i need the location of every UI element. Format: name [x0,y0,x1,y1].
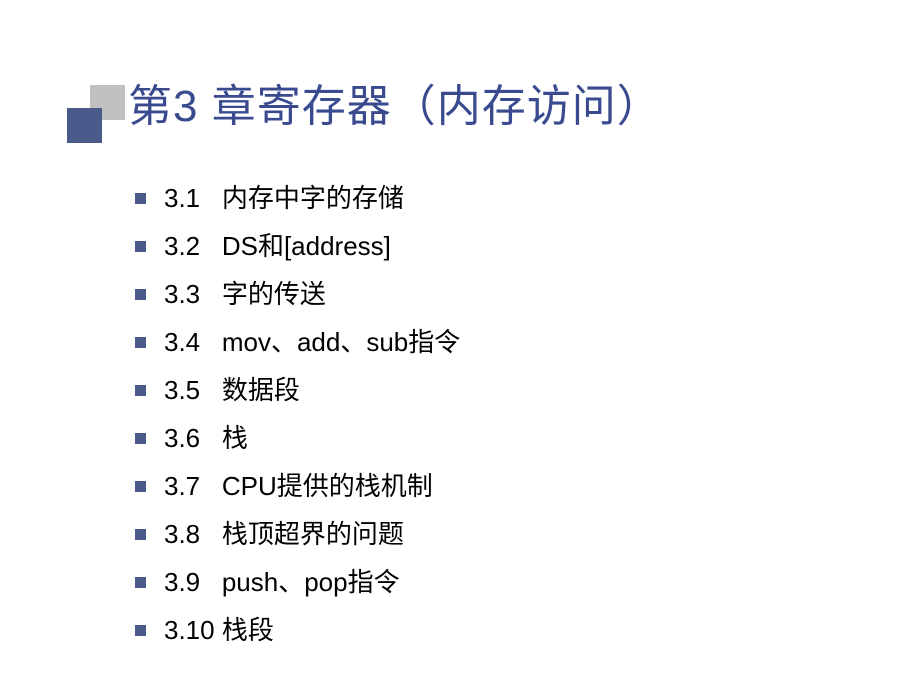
item-text: 3.9 push、pop指令 [164,563,400,602]
list-item: 3.1 内存中字的存储 [135,179,920,218]
list-item: 3.9 push、pop指令 [135,563,920,602]
list-item: 3.7 CPU提供的栈机制 [135,467,920,506]
slide-container: 第3 章寄存器（内存访问） 3.1 内存中字的存储 3.2 DS和[addres… [0,0,920,690]
bullet-icon [135,625,146,636]
bullet-icon [135,241,146,252]
bullet-icon [135,337,146,348]
decoration-bottom-square [67,108,102,143]
list-item: 3.10 栈段 [135,611,920,650]
bullet-icon [135,289,146,300]
bullet-icon [135,577,146,588]
item-text: 3.3 字的传送 [164,275,326,314]
item-text: 3.4 mov、add、sub指令 [164,323,460,362]
item-text: 3.6 栈 [164,419,248,458]
list-item: 3.3 字的传送 [135,275,920,314]
bullet-icon [135,481,146,492]
bullet-icon [135,193,146,204]
title-decoration-icon [67,85,115,133]
bullet-icon [135,529,146,540]
list-item: 3.6 栈 [135,419,920,458]
list-item: 3.2 DS和[address] [135,227,920,266]
bullet-icon [135,433,146,444]
title-area: 第3 章寄存器（内存访问） [0,70,920,134]
content-list: 3.1 内存中字的存储 3.2 DS和[address] 3.3 字的传送 3.… [0,174,920,650]
list-item: 3.4 mov、add、sub指令 [135,323,920,362]
item-text: 3.1 内存中字的存储 [164,179,404,218]
bullet-icon [135,385,146,396]
item-text: 3.7 CPU提供的栈机制 [164,467,433,506]
item-text: 3.10 栈段 [164,611,274,650]
list-item: 3.8 栈顶超界的问题 [135,515,920,554]
slide-title: 第3 章寄存器（内存访问） [0,70,920,134]
item-text: 3.2 DS和[address] [164,227,391,266]
item-text: 3.8 栈顶超界的问题 [164,515,404,554]
item-text: 3.5 数据段 [164,371,300,410]
list-item: 3.5 数据段 [135,371,920,410]
